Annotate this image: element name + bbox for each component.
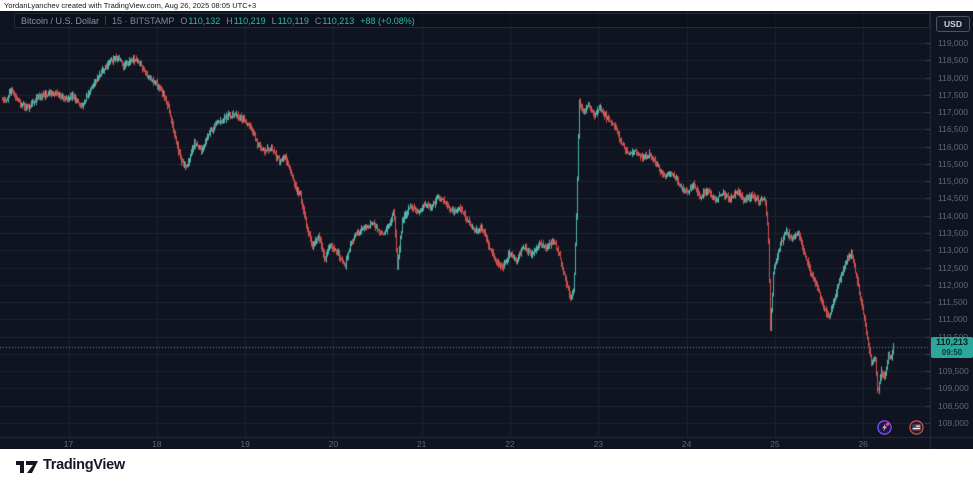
price-tick-label: 115,500 (938, 158, 969, 169)
last-price-label: 110,213 09:50 (931, 336, 973, 358)
time-tick-label: 22 (505, 439, 515, 449)
price-tick-label: 113,000 (938, 245, 969, 256)
ohlc-high: H 110,219 (226, 15, 266, 26)
time-tick-label: 21 (416, 439, 427, 449)
time-axis[interactable]: 17 18 19 20 21 22 23 24 25 26 (0, 437, 930, 449)
time-tick-label: 23 (593, 439, 604, 449)
price-tick-label: 116,500 (938, 124, 969, 135)
candlestick-canvas[interactable] (0, 11, 973, 449)
price-tick-label: 111,000 (938, 314, 968, 325)
price-tick-label: 119,000 (938, 38, 969, 48)
chart-legend[interactable]: Bitcoin / U.S. Dollar 15 · BITSTAMP O 11… (14, 13, 930, 28)
crypto-event-marker-icon[interactable] (877, 420, 892, 435)
currency-toggle-button[interactable]: USD (936, 16, 970, 32)
price-tick-label: 114,000 (938, 210, 969, 221)
legend-divider (105, 16, 107, 25)
tradingview-logo-text: TradingView (43, 457, 125, 473)
us-flag-event-marker-icon[interactable] (909, 420, 924, 435)
price-tick-label: 112,500 (938, 262, 969, 273)
price-tick-label: 109,000 (938, 383, 969, 394)
last-price-value: 110,213 (935, 336, 969, 347)
ohlc-close: C 110,213 (314, 15, 355, 26)
time-tick-label: 26 (858, 439, 868, 449)
price-axis[interactable]: 119,000 118,500 118,000 117,500 117,000 116,5… (930, 11, 973, 449)
time-tick-label: 19 (240, 439, 250, 449)
price-tick-label: 108,500 (938, 400, 969, 411)
chart-area[interactable]: Bitcoin / U.S. Dollar 15 · BITSTAMP O 11… (0, 11, 973, 449)
price-tick-label: 114,500 (938, 193, 969, 204)
price-tick-label: 112,000 (938, 279, 969, 290)
bar-countdown: 09:50 (941, 347, 963, 357)
attribution-text: YordanLyanchev created with TradingView.… (4, 1, 257, 10)
time-tick-label: 18 (152, 439, 162, 449)
price-tick-label: 118,500 (938, 55, 969, 66)
interval-exchange-label[interactable]: 15 · BITSTAMP (112, 15, 175, 26)
price-tick-label: 113,500 (938, 228, 969, 238)
footer: TradingView (0, 449, 973, 482)
price-tick-label: 111,500 (938, 297, 968, 308)
price-tick-label: 108,000 (938, 418, 969, 428)
price-tick-label: 109,500 (938, 366, 969, 377)
time-tick-label: 17 (63, 439, 74, 449)
price-tick-label: 117,500 (938, 89, 969, 100)
ohlc-open: O 110,132 (180, 15, 221, 26)
time-tick-label: 24 (681, 439, 692, 449)
time-tick-label: 20 (328, 439, 339, 449)
price-tick-label: 115,000 (938, 176, 969, 187)
symbol-name[interactable]: Bitcoin / U.S. Dollar (21, 15, 100, 26)
price-tick-label: 117,000 (938, 107, 969, 118)
price-tick-label: 116,000 (938, 141, 969, 152)
tradingview-logo[interactable]: TradingView (16, 457, 125, 473)
price-change-label: +88 (+0.08%) (360, 15, 415, 26)
tradingview-logo-icon (16, 460, 38, 473)
price-tick-label: 118,000 (938, 72, 969, 83)
ohlc-low: L 110,119 (271, 15, 309, 26)
time-tick-label: 25 (770, 439, 780, 449)
